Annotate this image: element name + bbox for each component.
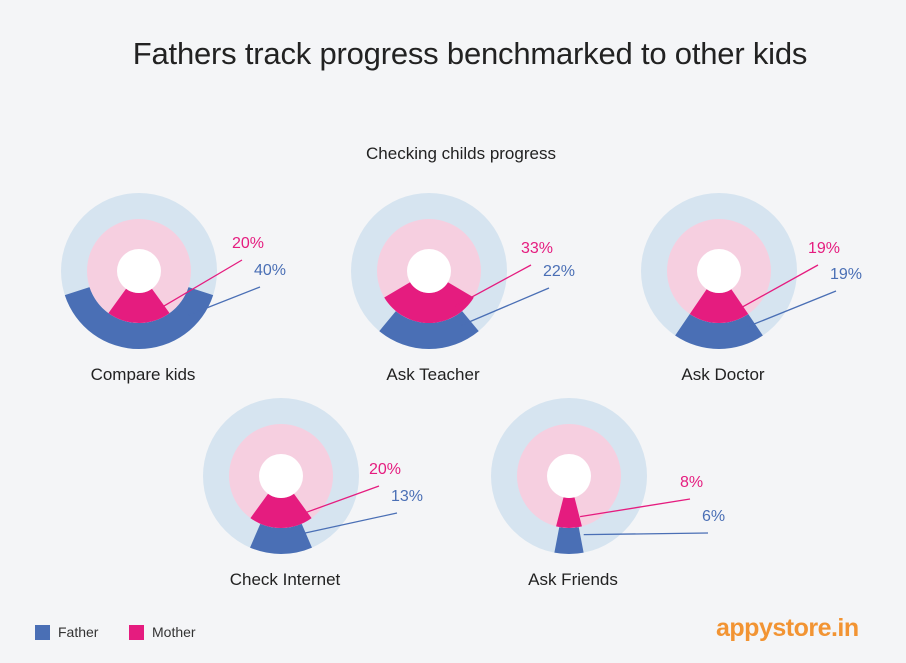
father-value-label: 22% — [543, 263, 575, 280]
chart-subtitle: Checking childs progress — [366, 144, 556, 163]
mother-leader-line — [579, 498, 691, 518]
mother-slice — [250, 493, 312, 529]
father-slice — [675, 314, 763, 350]
mother-leader-line — [454, 264, 532, 307]
donut-compare-kids: 20% 40% Compare kids — [61, 193, 286, 384]
father-leader-line — [303, 512, 398, 535]
father-value-label: 19% — [830, 266, 862, 283]
chart-title: Fathers track progress benchmarked to ot… — [132, 36, 808, 71]
mother-slice — [108, 288, 170, 324]
donut-ask-teacher: 33% 22% Ask Teacher — [351, 193, 575, 384]
donut-ask-friends: 8% 6% Ask Friends — [491, 398, 725, 589]
legend-label-mother: Mother — [152, 624, 196, 640]
father-value-label: 6% — [702, 508, 725, 525]
father-value-label: 13% — [391, 488, 423, 505]
donut-ask-doctor: 19% 19% Ask Doctor — [641, 193, 862, 384]
donut-category-label: Compare kids — [91, 365, 196, 384]
father-slice — [250, 523, 312, 554]
mother-leader-line — [157, 259, 243, 311]
mother-value-label: 20% — [232, 235, 264, 252]
legend-swatch-father — [35, 624, 50, 640]
donut-category-label: Ask Friends — [528, 570, 618, 589]
brand-logo: appystore.in — [716, 614, 859, 642]
legend-item-mother: Mother — [129, 623, 196, 641]
donut-category-label: Ask Doctor — [681, 365, 764, 384]
father-leader-line — [747, 290, 837, 328]
mother-value-label: 20% — [369, 461, 401, 478]
mother-leader-line — [736, 264, 819, 311]
donut-category-label: Ask Teacher — [386, 365, 480, 384]
mother-value-label: 8% — [680, 474, 703, 491]
donut-hole — [259, 454, 303, 498]
mother-value-label: 33% — [521, 240, 553, 257]
legend-label-father: Father — [58, 624, 99, 640]
father-leader-line — [188, 286, 261, 316]
mother-leader-line — [299, 485, 380, 516]
mother-value-label: 19% — [808, 240, 840, 257]
donut-category-label: Check Internet — [230, 570, 341, 589]
mother-slice — [689, 289, 749, 323]
legend-item-father: Father — [35, 623, 98, 641]
donut-hole — [697, 249, 741, 293]
donut-hole — [117, 249, 161, 293]
father-leader-line — [460, 287, 550, 326]
donut-hole — [547, 454, 591, 498]
donut-hole — [407, 249, 451, 293]
father-slice — [554, 527, 584, 554]
father-value-label: 40% — [254, 262, 286, 279]
mother-slice — [384, 282, 474, 323]
legend-swatch-mother — [129, 624, 144, 640]
father-slice — [64, 287, 214, 350]
father-slice — [379, 311, 479, 349]
donut-check-internet: 20% 13% Check Internet — [203, 398, 423, 589]
father-leader-line — [583, 532, 709, 536]
mother-slice — [556, 497, 582, 528]
